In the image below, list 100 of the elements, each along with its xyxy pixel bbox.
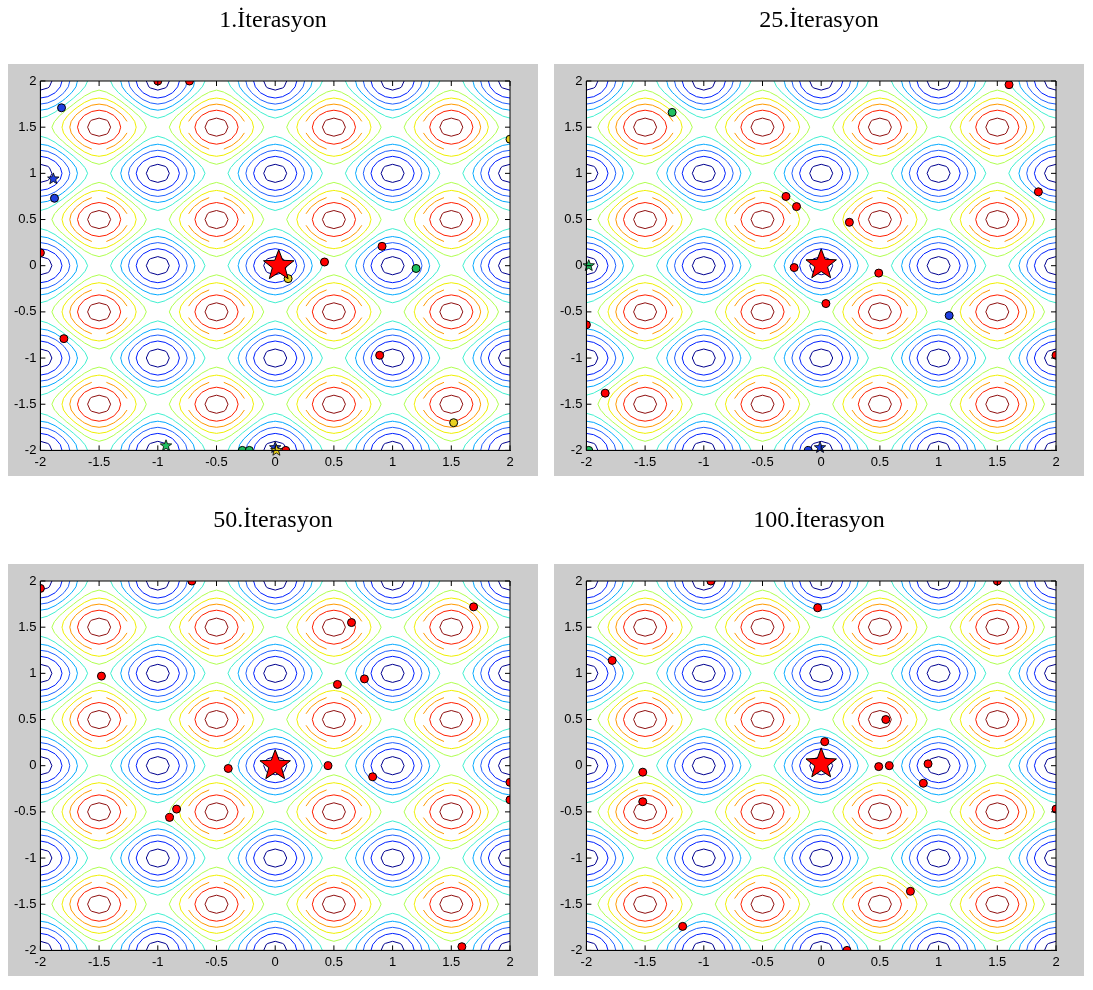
y-tick-label: 0	[575, 757, 583, 773]
y-tick-label: -0.5	[13, 303, 37, 319]
x-tick-label: -1.5	[633, 453, 657, 469]
point	[368, 772, 378, 782]
point	[377, 241, 387, 251]
y-tick-label: -1.5	[559, 895, 583, 911]
x-tick-label: 0.5	[324, 953, 343, 969]
y-tick-label: -1.5	[13, 895, 37, 911]
x-tick-label: -0.5	[751, 453, 774, 469]
point	[165, 812, 175, 822]
point	[667, 107, 677, 117]
x-tick-label: 1	[388, 453, 397, 469]
y-tick-label: -0.5	[559, 303, 583, 319]
point	[347, 618, 357, 628]
point	[874, 762, 884, 772]
y-tick-label: -1	[24, 349, 37, 365]
y-tick-label: 0	[575, 257, 583, 273]
point	[263, 249, 295, 280]
y-tick-label: -1	[570, 349, 583, 365]
point	[881, 715, 891, 725]
point	[805, 248, 837, 279]
x-tick-label: -1.5	[87, 453, 111, 469]
point	[59, 334, 69, 344]
y-tick-label: -1	[570, 849, 583, 865]
y-tick-label: -2	[24, 441, 37, 457]
x-tick-label: 1	[388, 953, 397, 969]
y-tick-label: 0.5	[564, 711, 583, 727]
x-tick-label: 1	[934, 953, 943, 969]
point	[781, 191, 791, 201]
y-tick-label: 0.5	[564, 211, 583, 227]
point	[638, 797, 648, 807]
point	[792, 202, 802, 212]
x-tick-label: 1.5	[442, 453, 461, 469]
point	[172, 804, 182, 814]
chart-title: 25.İterasyon	[758, 6, 880, 33]
y-tick-label: -0.5	[13, 803, 37, 819]
x-tick-label: 0	[817, 953, 825, 969]
y-tick-label: -1.5	[559, 395, 583, 411]
x-tick-label: 0.5	[870, 953, 889, 969]
point	[332, 679, 342, 689]
y-tick-label: 1.5	[564, 618, 583, 634]
x-tick-label: -1	[698, 453, 710, 469]
x-tick-label: -1.5	[633, 953, 657, 969]
point	[607, 655, 617, 665]
point	[905, 886, 915, 896]
point	[874, 268, 884, 278]
y-tick-label: 1.5	[18, 618, 37, 634]
y-tick-label: 2	[575, 72, 583, 88]
x-tick-label: 1	[934, 453, 943, 469]
point	[159, 439, 173, 452]
y-tick-label: -2	[24, 941, 37, 957]
x-tick-label: 2	[1052, 953, 1060, 969]
chart-title: 1.İterasyon	[218, 6, 328, 33]
point	[323, 761, 333, 771]
y-tick-label: 0	[29, 757, 37, 773]
point	[49, 193, 59, 203]
point	[320, 257, 330, 267]
point	[678, 921, 688, 931]
x-tick-label: -1	[152, 953, 164, 969]
x-tick-label: 1.5	[442, 953, 461, 969]
y-tick-label: 2	[29, 572, 37, 588]
y-tick-label: -2	[570, 941, 583, 957]
point	[789, 263, 799, 273]
x-tick-label: 2	[506, 453, 514, 469]
y-tick-label: 1	[29, 664, 37, 680]
point	[813, 441, 827, 453]
point	[375, 350, 385, 360]
point	[821, 299, 831, 309]
x-tick-label: 2	[506, 953, 514, 969]
x-tick-label: 0.5	[324, 453, 343, 469]
y-tick-label: 1	[575, 664, 583, 680]
point	[1033, 187, 1043, 197]
x-tick-label: 1.5	[988, 953, 1007, 969]
point	[1004, 81, 1014, 90]
y-tick-label: 0.5	[18, 211, 37, 227]
point	[805, 747, 837, 778]
y-tick-label: -1	[24, 849, 37, 865]
point	[923, 759, 933, 769]
y-tick-label: -2	[570, 441, 583, 457]
point	[57, 103, 67, 113]
point	[96, 671, 106, 681]
y-tick-label: 2	[29, 72, 37, 88]
point	[411, 263, 421, 273]
y-tick-label: 1	[575, 164, 583, 180]
point	[638, 767, 648, 777]
chart-title: 50.İterasyon	[212, 506, 334, 533]
point	[813, 603, 823, 613]
x-tick-label: -1	[152, 453, 164, 469]
y-tick-label: -1.5	[13, 395, 37, 411]
x-tick-label: -0.5	[751, 953, 774, 969]
x-tick-label: 0	[271, 953, 279, 969]
y-tick-label: 0.5	[18, 711, 37, 727]
point	[582, 259, 595, 271]
x-tick-label: -0.5	[205, 953, 228, 969]
x-tick-label: -1	[698, 953, 710, 969]
point	[944, 311, 954, 321]
y-tick-label: 0	[29, 257, 37, 273]
point	[47, 172, 60, 185]
y-tick-label: 1.5	[564, 118, 583, 134]
y-tick-label: 2	[575, 572, 583, 588]
